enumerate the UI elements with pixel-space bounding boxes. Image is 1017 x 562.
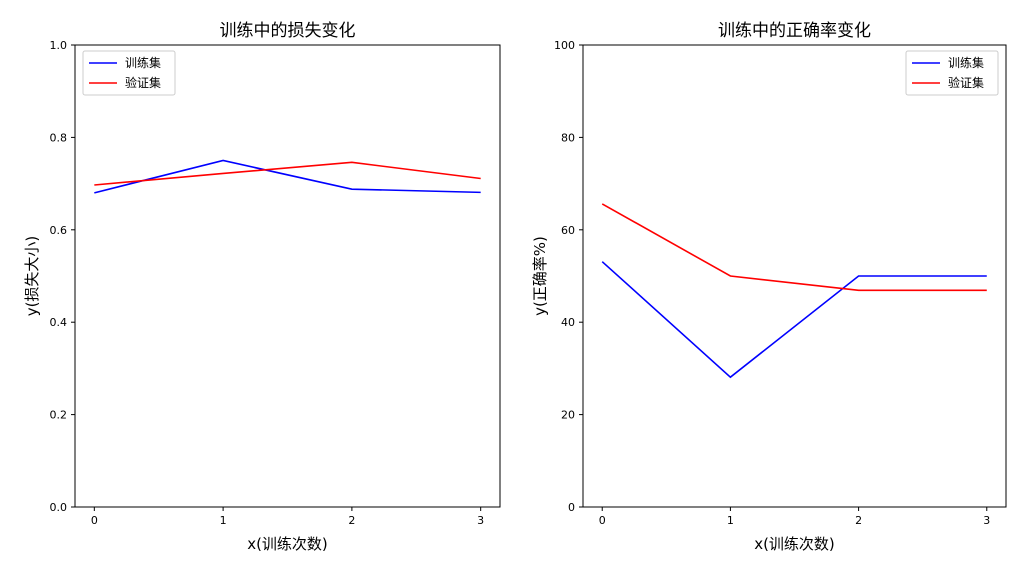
y-axis-label: y(损失大小)	[23, 236, 41, 317]
y-tick-label: 0.6	[50, 224, 68, 237]
y-tick-label: 80	[561, 131, 575, 144]
chart-loss: 训练中的损失变化 0 1 2 3 0.0 0.2 0.4 0.6 0.8 1.0 x(训练次数) y(损…	[23, 21, 501, 553]
series-line-1	[601, 203, 987, 292]
chart-accuracy: 训练中的正确率变化 0 1 2 3 0 20 40 60 80 100 x(训练次数) y(正确率%) 训…	[531, 21, 1007, 553]
plot-frame	[582, 44, 1007, 508]
legend-label: 训练集	[125, 55, 161, 70]
y-tick-label: 60	[561, 224, 575, 237]
series-line-1	[94, 161, 481, 186]
series-line-0	[601, 261, 987, 379]
legend-box	[82, 50, 176, 96]
y-tick-label: 0.0	[50, 501, 68, 514]
y-tick-label: 100	[554, 39, 575, 52]
y-tick-label: 0.4	[50, 316, 68, 329]
legend-label: 训练集	[948, 55, 984, 70]
series-line-0	[94, 159, 481, 194]
x-tick-label: 0	[599, 514, 606, 527]
legend-label: 验证集	[948, 75, 984, 90]
plot-frame	[74, 44, 501, 508]
x-tick-label: 3	[477, 514, 484, 527]
y-tick-label: 1.0	[50, 39, 68, 52]
chart-title: 训练中的正确率变化	[718, 21, 871, 41]
x-tick-label: 2	[348, 514, 355, 527]
x-tick-label: 0	[91, 514, 98, 527]
x-tick-label: 1	[220, 514, 227, 527]
legend-label: 验证集	[125, 75, 161, 90]
x-axis-label: x(训练次数)	[754, 535, 835, 553]
chart-title: 训练中的损失变化	[220, 21, 356, 41]
x-tick-label: 3	[983, 514, 990, 527]
x-axis-label: x(训练次数)	[247, 535, 328, 553]
y-tick-label: 20	[561, 409, 575, 422]
y-tick-label: 40	[561, 316, 575, 329]
y-tick-label: 0.8	[50, 131, 68, 144]
y-tick-label: 0	[568, 501, 575, 514]
legend-box	[905, 50, 999, 96]
x-tick-label: 1	[727, 514, 734, 527]
y-axis-label: y(正确率%)	[531, 236, 549, 316]
y-tick-label: 0.2	[50, 409, 68, 422]
x-tick-label: 2	[855, 514, 862, 527]
